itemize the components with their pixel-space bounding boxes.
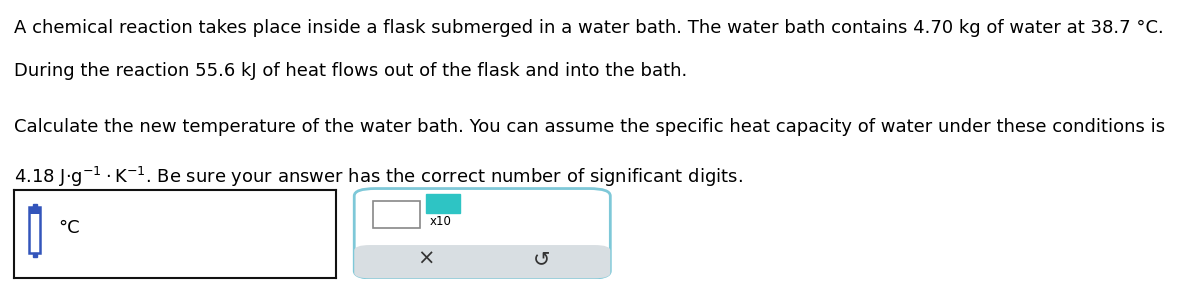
- Text: ×: ×: [416, 249, 434, 269]
- Text: During the reaction 55.6 kJ of heat flows out of the flask and into the bath.: During the reaction 55.6 kJ of heat flow…: [14, 62, 688, 80]
- Text: 4.18 J$\cdot$g$^{-1}\cdot$K$^{-1}$. Be sure your answer has the correct number o: 4.18 J$\cdot$g$^{-1}\cdot$K$^{-1}$. Be s…: [14, 165, 743, 189]
- Text: Calculate the new temperature of the water bath. You can assume the specific hea: Calculate the new temperature of the wat…: [14, 118, 1165, 136]
- Text: ↺: ↺: [533, 249, 551, 269]
- Text: x10: x10: [430, 215, 451, 228]
- Text: A chemical reaction takes place inside a flask submerged in a water bath. The wa: A chemical reaction takes place inside a…: [14, 19, 1164, 37]
- FancyBboxPatch shape: [29, 207, 40, 214]
- Text: °C: °C: [58, 218, 79, 237]
- FancyBboxPatch shape: [373, 201, 420, 228]
- FancyBboxPatch shape: [426, 194, 460, 213]
- FancyBboxPatch shape: [354, 245, 611, 278]
- FancyBboxPatch shape: [29, 207, 40, 253]
- FancyBboxPatch shape: [354, 188, 611, 278]
